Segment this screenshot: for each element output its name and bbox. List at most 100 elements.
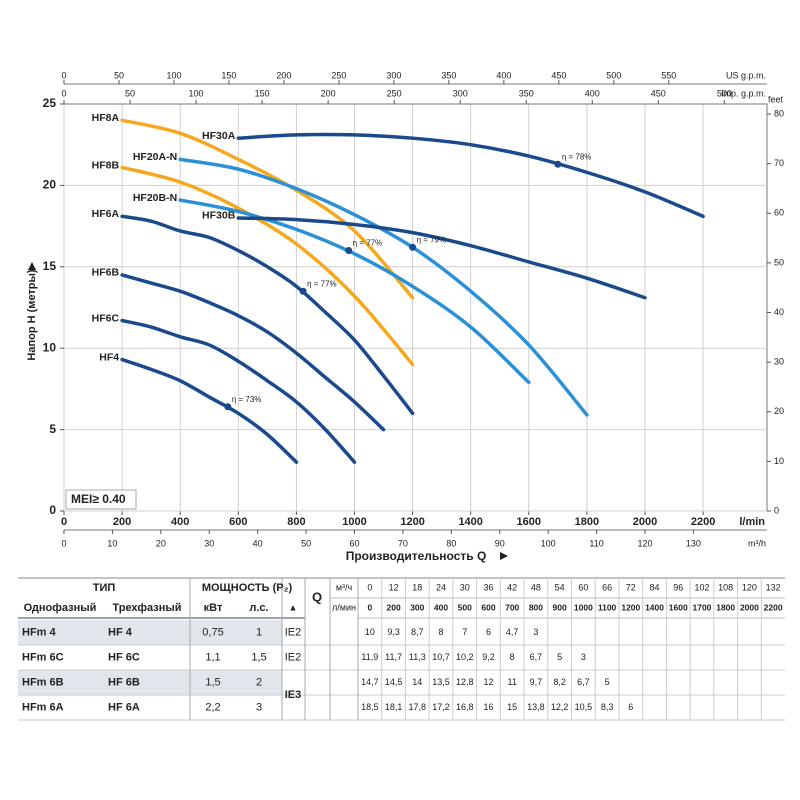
pump-curve: [120, 273, 386, 432]
curve-label: HF6C: [92, 312, 120, 324]
pump-curve: [236, 216, 647, 300]
head-value: 13,8: [527, 702, 545, 712]
efficiency-label: η = 78%: [562, 152, 592, 161]
flow-m3h: 120: [742, 582, 757, 592]
flow-m3h: 66: [602, 582, 612, 592]
table-header: Однофазный: [24, 602, 97, 614]
pump-curve: [178, 157, 589, 417]
secondary-axis-label: m³/h: [748, 538, 766, 548]
head-value: 10,5: [575, 702, 593, 712]
curve-label: HF30B: [202, 210, 236, 222]
head-value: 14,5: [385, 677, 403, 687]
head-value: 11,9: [361, 652, 378, 662]
curve-label: HF8A: [92, 112, 120, 124]
head-value: 11: [508, 677, 517, 687]
curve-label: HF20B-N: [133, 192, 177, 204]
secondary-tick-label: 100: [166, 70, 181, 80]
head-value: 10,2: [456, 652, 474, 662]
secondary-tick-label: 50: [301, 538, 311, 548]
efficiency-class: IE2: [285, 626, 302, 638]
secondary-tick-label: 80: [446, 538, 456, 548]
model-single: HFm 6A: [22, 701, 64, 713]
y-tick-label: 10: [43, 340, 57, 354]
head-value: 12,2: [551, 702, 569, 712]
flow-lmin: 2200: [764, 602, 783, 612]
flow-m3h: 96: [673, 582, 683, 592]
secondary-tick-label: 550: [661, 70, 676, 80]
table-header: Q: [312, 589, 322, 604]
pump-curve: [236, 132, 705, 219]
secondary-tick-label: 10: [107, 538, 117, 548]
head-value: 17,8: [409, 702, 427, 712]
secondary-tick-label: 0: [61, 70, 66, 80]
efficiency-point: [554, 160, 562, 168]
head-value: 4,7: [506, 627, 519, 637]
table-header: м³/ч: [336, 582, 353, 592]
secondary-tick-label: 350: [441, 70, 456, 80]
head-value: 13,5: [432, 677, 450, 687]
table-header: Трехфазный: [112, 602, 181, 614]
head-value: 16: [483, 702, 493, 712]
efficiency-label: η = 79%: [417, 235, 447, 244]
secondary-tick-label: 50: [125, 88, 135, 98]
flow-m3h: 102: [694, 582, 709, 592]
flow-m3h: 18: [412, 582, 422, 592]
y2-tick-label: 10: [774, 456, 784, 466]
flow-m3h: 12: [389, 582, 399, 592]
head-value: 11,7: [385, 652, 402, 662]
secondary-tick-label: 130: [686, 538, 701, 548]
head-value: 6: [628, 702, 633, 712]
head-value: 7: [462, 627, 467, 637]
secondary-tick-label: 250: [387, 88, 402, 98]
secondary-tick-label: 450: [651, 88, 666, 98]
secondary-tick-label: 500: [606, 70, 621, 80]
secondary-tick-label: 30: [204, 538, 214, 548]
pump-curve: [120, 165, 415, 367]
flow-m3h: 84: [650, 582, 660, 592]
power-hp: 2: [256, 676, 262, 688]
flow-lmin: 1700: [693, 602, 712, 612]
pump-curve: [120, 357, 299, 464]
curve-label: HF4: [99, 351, 119, 363]
head-value: 5: [557, 652, 562, 662]
table-header: л.с.: [249, 602, 268, 614]
power-kw: 1,1: [205, 651, 220, 663]
y2-tick-label: 30: [774, 357, 784, 367]
power-kw: 1,5: [205, 676, 220, 688]
flow-m3h: 36: [483, 582, 493, 592]
secondary-tick-label: 150: [255, 88, 270, 98]
x-tick-label: 1800: [575, 516, 599, 528]
secondary-tick-label: 300: [453, 88, 468, 98]
head-value: 3: [533, 627, 538, 637]
axis-arrow: [500, 552, 508, 560]
flow-lmin: 1600: [669, 602, 688, 612]
model-three: HF 6B: [108, 676, 140, 688]
head-value: 12,8: [456, 677, 474, 687]
mei-label: MEI≥ 0.40: [71, 492, 126, 506]
flow-m3h: 0: [367, 582, 372, 592]
y2-tick-label: 60: [774, 208, 784, 218]
head-value: 5: [605, 677, 610, 687]
head-value: 16,8: [456, 702, 474, 712]
model-single: HFm 6B: [22, 676, 64, 688]
head-value: 8: [510, 652, 515, 662]
flow-lmin: 500: [458, 602, 472, 612]
head-value: 6: [486, 627, 491, 637]
head-value: 9,7: [530, 677, 543, 687]
model-single: HFm 6C: [22, 651, 64, 663]
secondary-tick-label: 90: [495, 538, 505, 548]
x-tick-label: 0: [61, 516, 67, 528]
flow-m3h: 108: [718, 582, 733, 592]
head-value: 10: [365, 627, 375, 637]
secondary-tick-label: 200: [276, 70, 291, 80]
secondary-tick-label: 150: [221, 70, 236, 80]
y2-tick-label: 40: [774, 307, 784, 317]
x-tick-label: 1000: [342, 516, 366, 528]
y-tick-label: 5: [49, 422, 56, 436]
head-value: 12: [483, 677, 493, 687]
x-tick-label: 2200: [691, 516, 715, 528]
flow-m3h: 24: [436, 582, 446, 592]
head-value: 8,2: [553, 677, 566, 687]
secondary-tick-label: 70: [398, 538, 408, 548]
